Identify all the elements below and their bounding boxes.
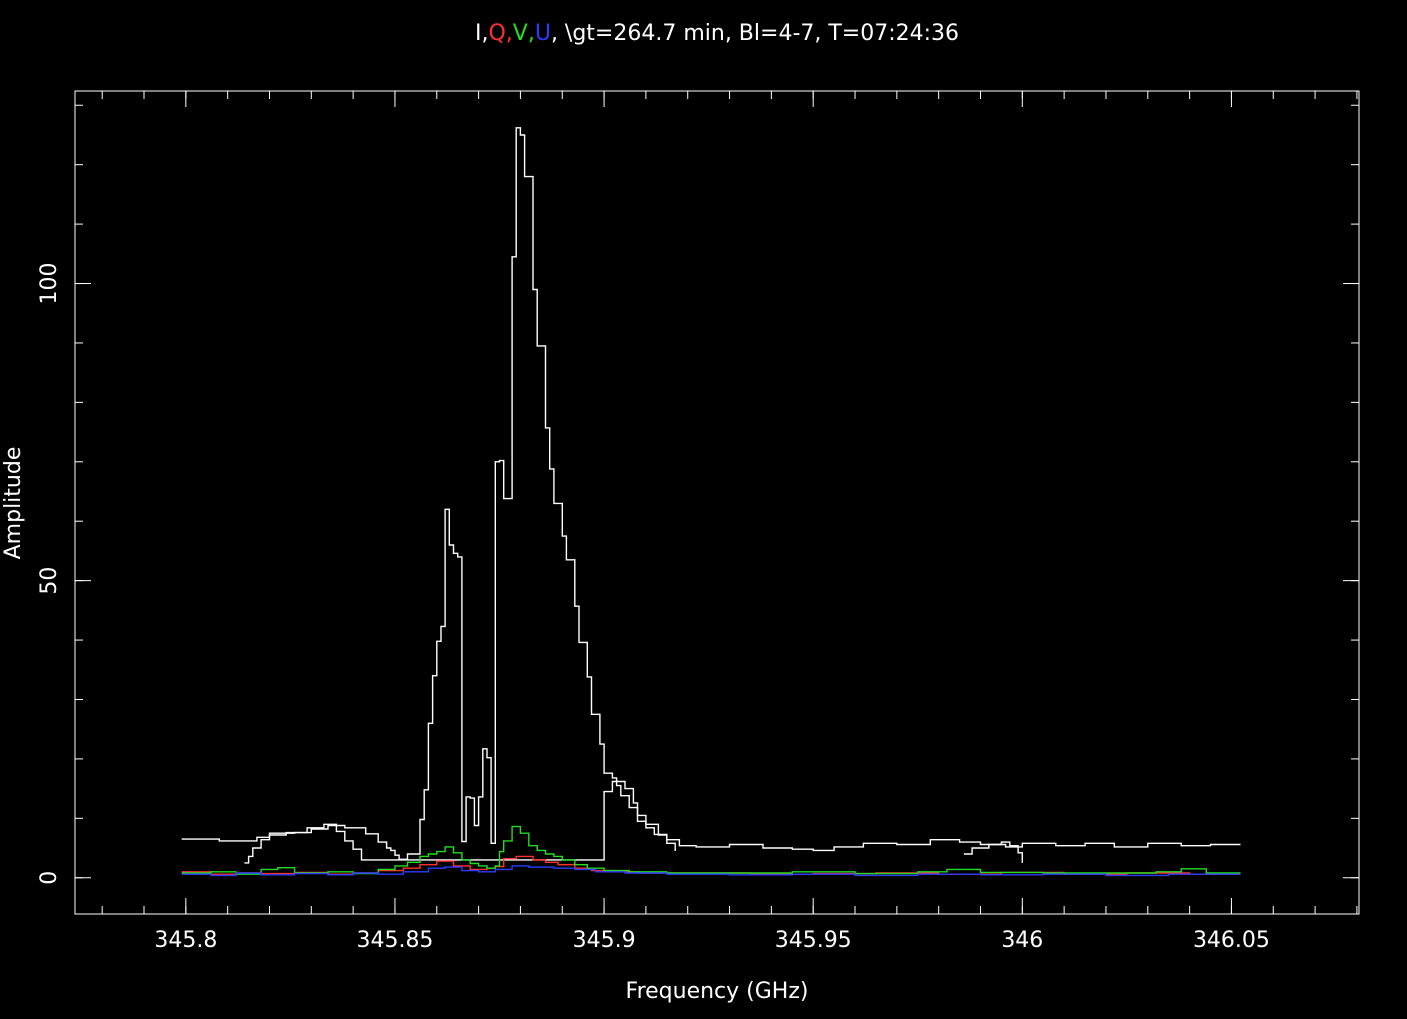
y-tick-label: 100 — [37, 263, 62, 305]
title-part: U — [535, 21, 551, 46]
title-part: , — [528, 21, 535, 46]
y-tick-label: 0 — [37, 871, 62, 885]
chart-title: I,Q,V,U, \gt=264.7 min, Bl=4-7, T=07:24:… — [475, 21, 959, 46]
x-tick-label: 346 — [1001, 928, 1043, 953]
x-tick-label: 345.95 — [775, 928, 852, 953]
title-part: , — [506, 21, 513, 46]
series-u-line — [181, 865, 1241, 877]
data-series — [181, 127, 1241, 877]
series-i-tail-line — [963, 841, 1023, 863]
x-tick-label: 345.85 — [356, 928, 433, 953]
title-part: , — [481, 21, 488, 46]
title-part: V — [513, 21, 528, 46]
x-tick-label: 345.9 — [573, 928, 636, 953]
title-part: Q — [488, 21, 505, 46]
y-tick-label: 50 — [37, 567, 62, 595]
title-part: , \gt=264.7 min, Bl=4-7, T=07:24:36 — [551, 21, 959, 46]
series-i-secondary-line — [244, 780, 676, 864]
x-axis-label: Frequency (GHz) — [626, 979, 809, 1004]
plot-frame — [74, 90, 1360, 915]
x-tick-label: 346.05 — [1193, 928, 1270, 953]
axis-ticks — [75, 91, 1359, 914]
axis-tick-labels: 345.8 345.85 345.9 345.95 346 346.05 0 50 100 — [37, 263, 1270, 953]
y-axis-label: Amplitude — [1, 447, 26, 560]
x-tick-label: 345.8 — [154, 928, 217, 953]
title-part: I — [475, 21, 482, 46]
